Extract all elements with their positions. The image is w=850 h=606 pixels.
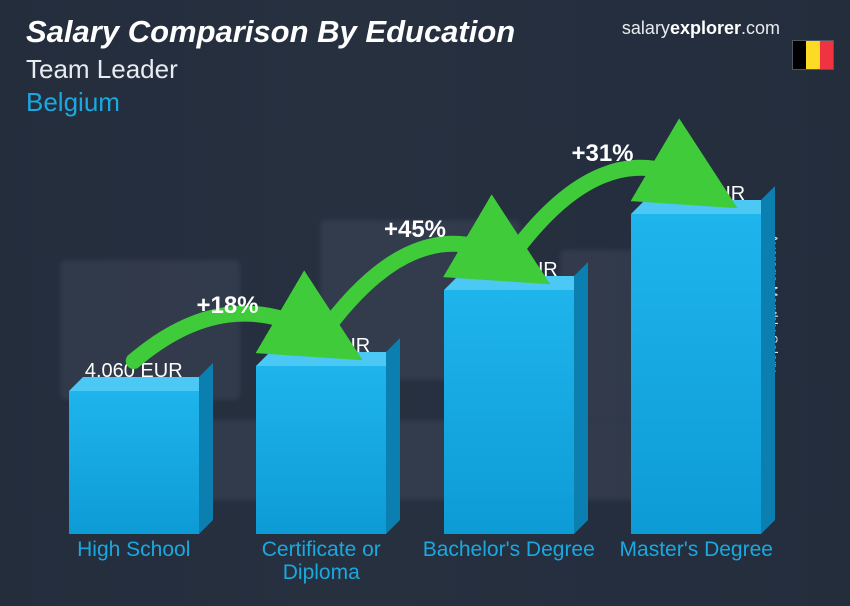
- increase-label: +31%: [571, 140, 633, 167]
- increase-arc: [321, 244, 509, 336]
- flag-stripe-0: [793, 41, 806, 69]
- brand-text-plain: salary: [622, 18, 670, 38]
- arcs-layer: +18% +45% +31%: [40, 94, 790, 584]
- increase-label: +45%: [384, 216, 446, 243]
- flag-stripe-2: [820, 41, 833, 69]
- bar-chart: 4,060 EUR4,780 EUR6,930 EUR9,080 EUR Hig…: [40, 154, 790, 584]
- increase-label: +18%: [196, 292, 258, 319]
- country-flag: [792, 40, 834, 70]
- brand-logo: salaryexplorer.com: [622, 18, 780, 39]
- flag-stripe-1: [806, 41, 819, 69]
- increase-arc: [134, 314, 322, 361]
- brand-text-suffix: .com: [741, 18, 780, 38]
- increase-arc: [509, 168, 697, 260]
- brand-text-bold: explorer: [670, 18, 741, 38]
- chart-subtitle: Team Leader: [26, 54, 830, 85]
